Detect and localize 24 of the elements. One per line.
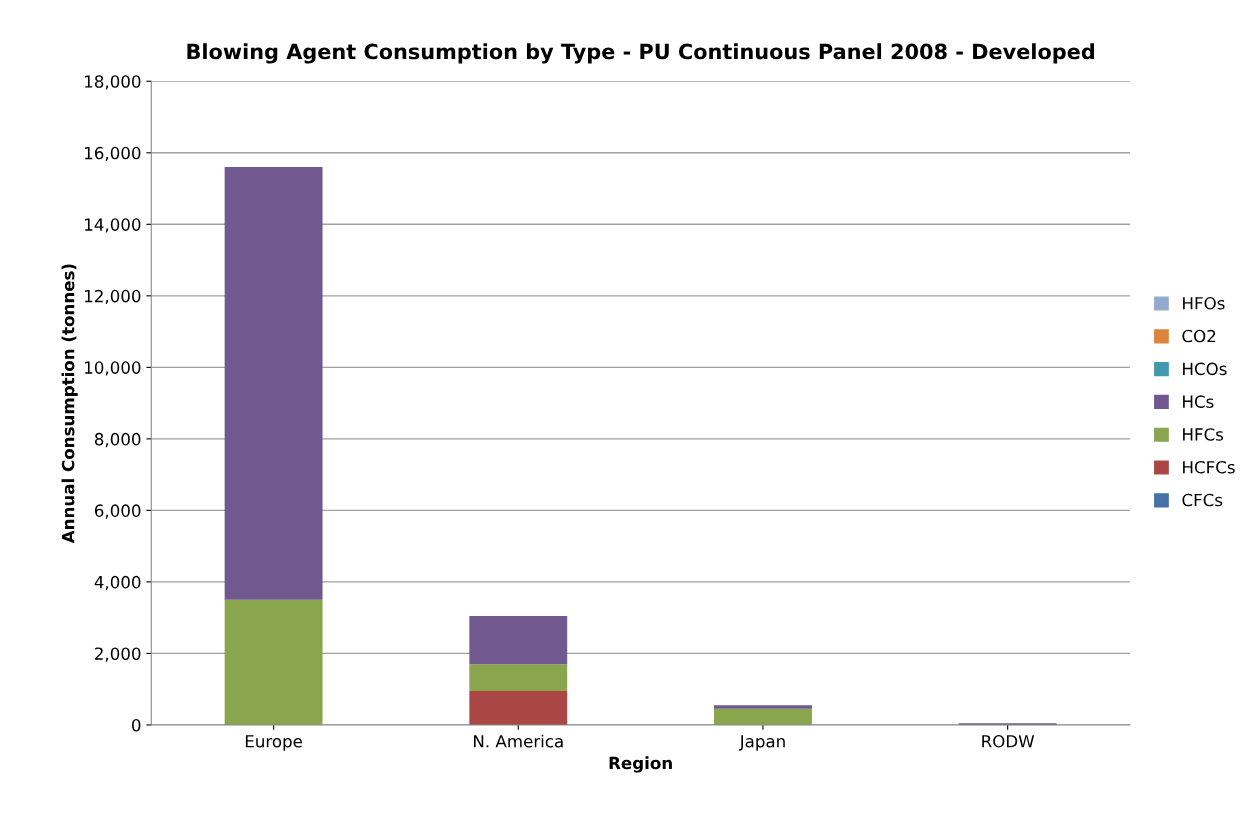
x-tick-label: Japan	[738, 735, 785, 751]
legend-label: CO2	[1182, 329, 1216, 343]
x-axis-title: Region	[609, 756, 672, 773]
y-tick-label: 6,000	[94, 504, 141, 519]
y-axis-title: Annual Consumption (tonnes)	[61, 264, 78, 544]
x-tick-label: RODW	[982, 734, 1035, 748]
y-tick-label: 0	[132, 718, 141, 732]
legend-label: HCFCs	[1183, 460, 1235, 474]
y-tick-label: 12,000	[85, 289, 141, 305]
y-tick-label: 10,000	[85, 361, 141, 376]
y-tick-label: 8,000	[94, 432, 141, 448]
x-tick-label: N. America	[474, 734, 563, 748]
legend-label: CFCs	[1182, 493, 1223, 507]
y-tick-label: 16,000	[85, 146, 141, 162]
legend-label: HCs	[1183, 395, 1214, 408]
legend-label: HFCs	[1183, 428, 1224, 441]
y-tick-label: 4,000	[94, 575, 141, 591]
y-tick-label: 18,000	[85, 75, 141, 90]
chart-title: Blowing Agent Consumption by Type - PU Continuous Panel 2008 - Developed	[187, 43, 1094, 64]
y-tick-label: 14,000	[85, 218, 141, 233]
y-tick-label: 2,000	[95, 647, 141, 662]
x-tick-label: Europe	[245, 735, 303, 751]
legend-label: HCOs	[1183, 362, 1227, 376]
legend-label: HFOs	[1183, 296, 1225, 310]
